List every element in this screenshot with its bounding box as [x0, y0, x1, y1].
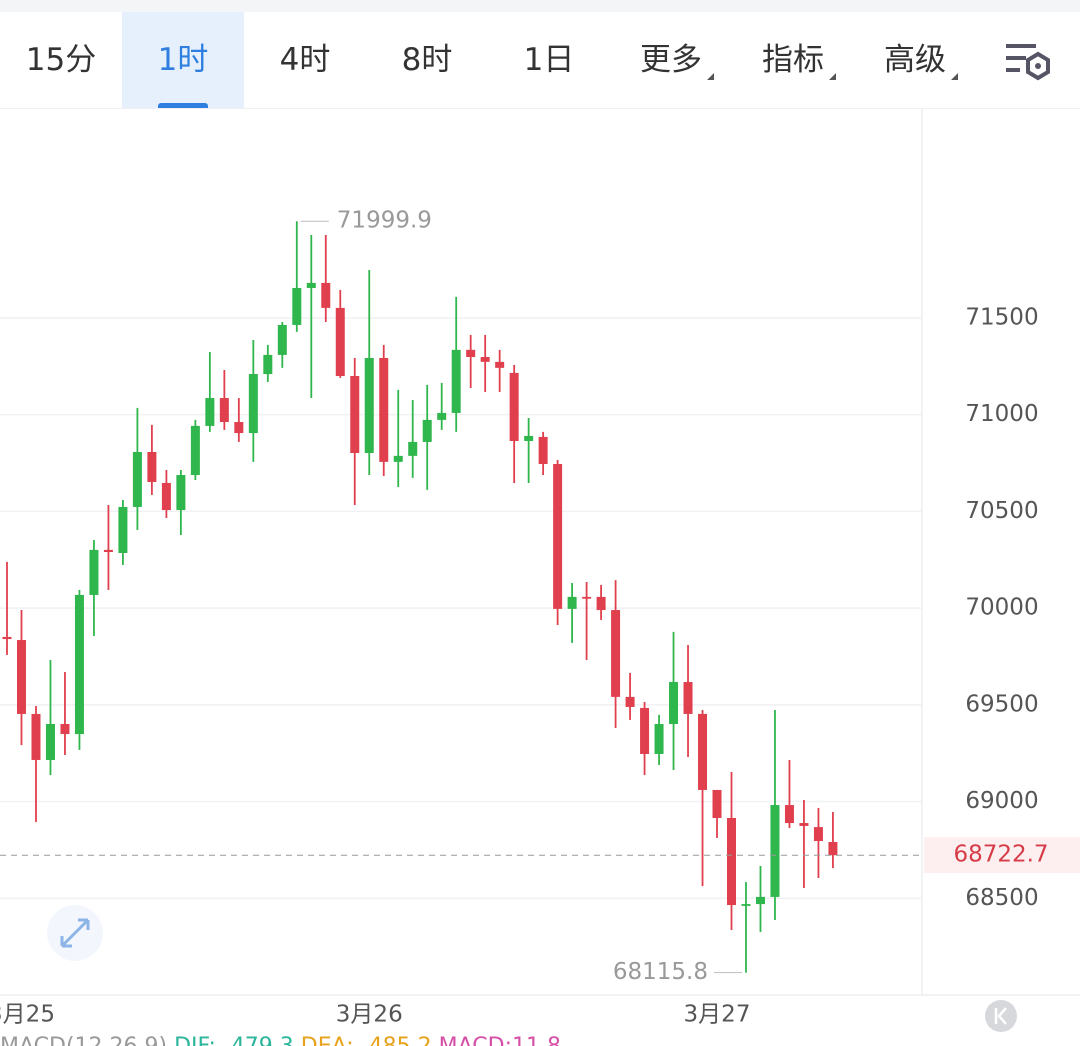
candle-body [727, 818, 736, 906]
candle-body [509, 372, 519, 441]
candle-body [219, 398, 229, 423]
candle-body [147, 452, 157, 482]
tab[interactable]: 1日 [523, 42, 575, 78]
candle-body [480, 357, 490, 362]
candle-body [393, 455, 403, 462]
low-label: 68115.8 [613, 959, 708, 985]
tab[interactable]: 15分 [25, 42, 97, 78]
candle-body [234, 422, 244, 434]
candle-body [654, 723, 664, 754]
candle-body [190, 425, 200, 476]
high-label: 71999.9 [337, 208, 432, 234]
candle-body [74, 594, 84, 735]
candle-body [712, 789, 722, 818]
indicator-name: MACD(12,26,9) [0, 1034, 167, 1046]
candle-body [350, 375, 360, 453]
x-tick-label: 3月26 [336, 1002, 403, 1028]
x-tick-label: 3月27 [684, 1002, 751, 1028]
candle-body [205, 398, 215, 426]
top-strip [0, 0, 1080, 12]
candle-body [335, 307, 345, 376]
candle-body [437, 412, 447, 420]
y-tick-label: 69500 [965, 691, 1038, 717]
tab[interactable]: 1时 [122, 12, 244, 108]
expand-button[interactable] [47, 905, 103, 961]
candle-body [45, 723, 55, 760]
y-tick-label: 71000 [965, 401, 1038, 427]
candle-body [118, 506, 128, 553]
y-tick-label: 69000 [965, 788, 1038, 814]
tab[interactable]: 8时 [401, 42, 453, 78]
candle-body [103, 549, 113, 553]
tab[interactable]: 4时 [279, 42, 331, 78]
candle-body [770, 805, 780, 897]
indicator-bar: MACD(12,26,9) DIF: -479.3 DEA: -485.2 MA… [0, 1034, 561, 1046]
candle-body [321, 282, 331, 308]
candle-body [640, 707, 650, 754]
candle-body [277, 324, 287, 355]
candle-body [16, 640, 26, 714]
tab[interactable]: 指标 [732, 12, 854, 108]
candle-body [799, 823, 809, 826]
candle-body [31, 713, 41, 760]
indicator-dif: DIF: -479.3 [174, 1034, 294, 1046]
candle-body [755, 896, 765, 905]
candle-body [683, 682, 693, 714]
candle-body [306, 282, 316, 288]
y-tick-label: 70500 [965, 498, 1038, 524]
scroll-end-button[interactable] [985, 1000, 1017, 1032]
candle-body [132, 452, 142, 507]
tab-bar: 15分 1时 4时 8时 1日 更多 指标 高级 [0, 12, 1080, 109]
candle-body [625, 696, 635, 707]
candle-body [422, 419, 432, 442]
settings-icon[interactable] [1004, 40, 1052, 84]
candle-body [828, 841, 838, 856]
candle-body [611, 610, 621, 697]
candle-body [495, 361, 505, 368]
candle-body [466, 349, 476, 358]
candle-body [161, 482, 171, 511]
candle-body [364, 357, 374, 453]
y-tick-label: 70000 [965, 595, 1038, 621]
candle-body [89, 549, 99, 595]
candle-body [741, 904, 751, 906]
indicator-macd: MACD:11.8 [439, 1034, 561, 1046]
candle-body [582, 596, 592, 599]
candle-body [553, 464, 563, 609]
candle-body [567, 596, 577, 609]
tab[interactable]: 更多 [610, 12, 732, 108]
candle-body [784, 805, 794, 824]
last-price-box [924, 837, 1080, 874]
candle-body [813, 827, 823, 842]
tab[interactable]: 高级 [854, 12, 976, 108]
candle-body [538, 436, 548, 464]
candle-body [263, 354, 273, 375]
candle-body [248, 374, 258, 434]
candle-body [596, 596, 606, 611]
candle-body [408, 441, 418, 456]
y-tick-label: 71500 [965, 304, 1038, 330]
candle-body [669, 682, 679, 724]
candle-body [2, 636, 12, 640]
candle-body [176, 475, 186, 511]
candle-body [451, 349, 461, 413]
x-tick-label: 3月25 [0, 1002, 55, 1028]
y-tick-label: 68500 [965, 885, 1038, 911]
indicator-dea: DEA: -485.2 [301, 1034, 432, 1046]
candle-body [524, 435, 534, 441]
candle-body [60, 723, 70, 735]
candle-body [379, 357, 389, 462]
last-price-label: 68722.7 [953, 842, 1048, 868]
candle-body [292, 287, 302, 325]
candle-body [698, 713, 708, 790]
